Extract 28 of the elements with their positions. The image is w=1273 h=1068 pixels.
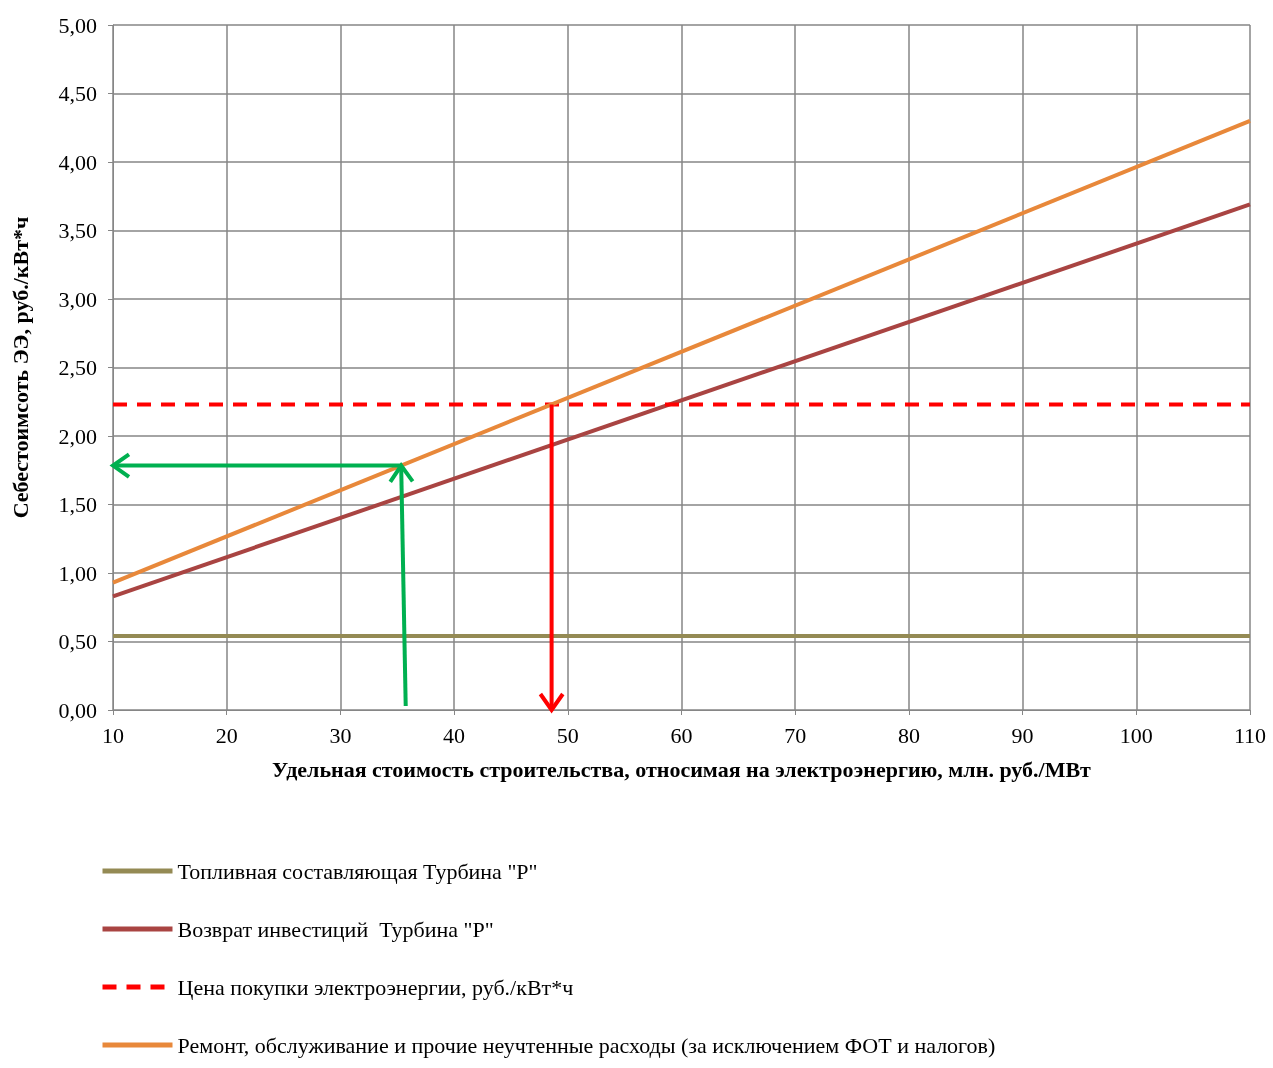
x-tick-label: 20 (215, 722, 238, 748)
x-tick-label: 80 (897, 722, 920, 748)
y-tick-label: 3,00 (58, 286, 97, 312)
y-tick-label: 2,50 (58, 355, 97, 380)
legend-label: Цена покупки электроэнергии, руб./кВт*ч (177, 974, 574, 1000)
x-tick-label: 70 (784, 722, 807, 748)
legend-label: Топливная составляющая Турбина "Р" (177, 858, 538, 884)
x-tick-label: 40 (443, 722, 466, 748)
y-tick-label: 1,50 (58, 492, 97, 517)
y-axis-title: Себестоимсоть ЭЭ, руб./кВт*ч (7, 216, 33, 519)
y-tick-label: 0,00 (58, 697, 97, 723)
x-tick-label: 50 (556, 722, 579, 748)
x-tick-label: 110 (1233, 722, 1267, 748)
y-tick-label: 3,50 (58, 218, 97, 243)
x-tick-label: 60 (670, 722, 693, 748)
legend-label: Ремонт, обслуживание и прочие неучтенные расходы (за исключением ФОТ и налогов) (177, 1032, 996, 1058)
x-tick-label: 90 (1011, 722, 1034, 748)
y-tick-label: 5,00 (58, 12, 97, 38)
y-tick-label: 0,50 (58, 629, 97, 654)
x-axis-title: Удельная стоимость строительства, относимая на электроэнергию, млн. руб./МВт (272, 756, 1092, 782)
y-tick-label: 4,00 (58, 149, 97, 175)
x-tick-label: 10 (102, 722, 124, 748)
y-tick-label: 2,00 (58, 423, 97, 449)
y-tick-label: 4,50 (58, 81, 97, 106)
legend-label: Возврат инвестиций Турбина "Р" (177, 916, 494, 942)
x-tick-label: 30 (329, 722, 352, 748)
x-tick-label: 100 (1119, 722, 1153, 748)
y-tick-label: 1,00 (58, 560, 97, 586)
